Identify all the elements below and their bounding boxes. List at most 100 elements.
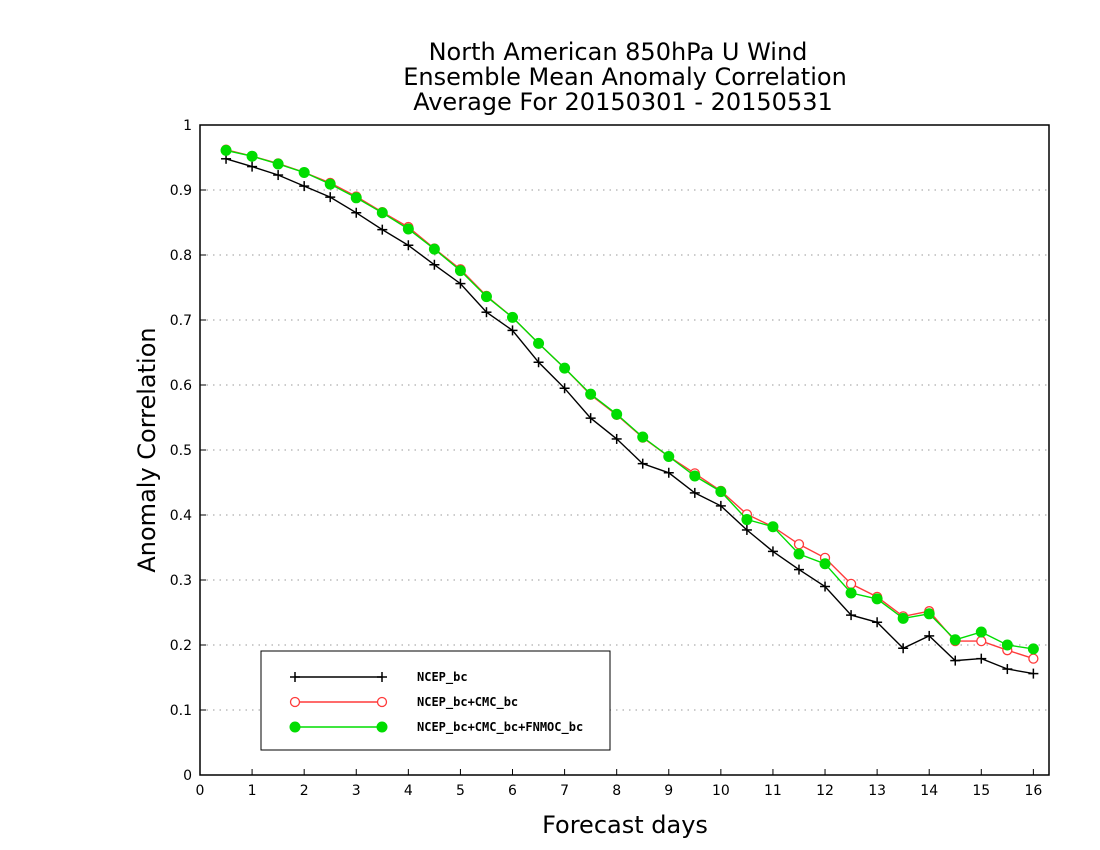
x-tick-label: 0: [196, 783, 205, 799]
x-tick-label: 8: [612, 783, 621, 799]
data-point: [428, 243, 440, 255]
data-point: [533, 357, 544, 368]
data-point: [976, 653, 987, 664]
x-tick-label: 14: [920, 783, 938, 799]
data-point: [950, 655, 961, 666]
data-point: [273, 170, 284, 181]
data-point: [429, 259, 440, 270]
data-point: [637, 458, 648, 469]
data-point: [689, 470, 701, 482]
x-tick-label: 2: [300, 783, 309, 799]
data-point: [715, 486, 727, 498]
legend-marker: [376, 721, 388, 733]
data-point: [793, 548, 805, 560]
y-axis: 0 0.1 0.2 0.3 0.4 0.5 0.6 0.7 0.8 0.9 1: [170, 118, 206, 784]
data-point: [481, 307, 492, 318]
legend-entry: NCEP_bc: [290, 670, 468, 685]
series-layer: [220, 144, 1039, 679]
series-line: [225, 158, 1034, 675]
chart-title: North American 850hPa U Wind Ensemble Me…: [403, 38, 847, 116]
x-tick-label: 16: [1024, 783, 1042, 799]
data-point: [637, 431, 649, 443]
data-point: [585, 388, 597, 400]
data-point: [1027, 643, 1039, 655]
data-point: [455, 278, 466, 289]
x-tick-label: 5: [456, 783, 465, 799]
data-point: [871, 593, 883, 605]
x-tick-label: 3: [352, 783, 361, 799]
data-point: [949, 634, 961, 646]
data-point: [220, 144, 232, 156]
data-point: [1028, 668, 1039, 679]
legend-marker: [377, 672, 387, 682]
x-tick-label: 13: [868, 783, 886, 799]
y-tick-label: 0.2: [170, 638, 192, 654]
data-point: [715, 500, 726, 511]
legend-entry: NCEP_bc+CMC_bc+FNMOC_bc: [289, 720, 583, 735]
data-point: [533, 337, 545, 349]
series-1: [221, 153, 1039, 679]
x-tick-label: 10: [712, 783, 730, 799]
data-point: [793, 539, 805, 550]
data-point: [559, 362, 571, 374]
data-point: [923, 608, 935, 620]
y-tick-label: 0.5: [170, 443, 192, 459]
y-tick-label: 1: [183, 118, 192, 134]
data-point: [299, 181, 310, 192]
data-point: [976, 635, 987, 647]
legend-label: NCEP_bc: [417, 670, 468, 685]
data-point: [507, 311, 519, 323]
x-tick-label: 11: [764, 783, 782, 799]
x-tick-label: 7: [560, 783, 569, 799]
data-point: [663, 467, 674, 478]
legend-marker: [290, 672, 300, 682]
data-point: [351, 207, 362, 218]
series-2: [220, 144, 1039, 664]
data-point: [325, 192, 336, 203]
data-point: [689, 487, 700, 498]
data-point: [846, 610, 857, 621]
y-tick-label: 0.3: [170, 573, 192, 589]
data-point: [975, 626, 987, 638]
data-point: [820, 581, 831, 592]
series-line: [225, 149, 1034, 650]
y-tick-label: 0.8: [170, 248, 192, 264]
x-tick-label: 4: [404, 783, 413, 799]
x-tick-label: 1: [248, 783, 257, 799]
y-axis-label: Anomaly Correlation: [133, 327, 161, 572]
data-point: [767, 521, 779, 533]
y-tick-label: 0: [183, 768, 192, 784]
data-point: [507, 325, 518, 336]
y-tick-label: 0.1: [170, 703, 192, 719]
legend-entry: NCEP_bc+CMC_bc: [289, 695, 518, 710]
data-point: [454, 265, 466, 277]
series-3: [220, 144, 1039, 655]
gridlines: [200, 189, 1049, 711]
x-tick-label: 6: [508, 783, 517, 799]
data-point: [377, 224, 388, 235]
x-axis-label: Forecast days: [542, 811, 708, 839]
data-point: [793, 564, 804, 575]
data-point: [1001, 639, 1013, 651]
chart-title-line-1: North American 850hPa U Wind: [429, 38, 808, 66]
data-point: [611, 433, 622, 444]
data-point: [741, 514, 753, 526]
data-point: [403, 240, 414, 251]
data-point: [376, 207, 388, 219]
data-point: [585, 413, 596, 424]
legend-marker: [289, 721, 301, 733]
data-point: [845, 587, 857, 599]
x-tick-label: 12: [816, 783, 834, 799]
x-tick-label: 15: [972, 783, 990, 799]
data-point: [611, 408, 623, 420]
legend-marker: [289, 696, 301, 708]
legend-marker: [376, 696, 388, 708]
data-point: [897, 612, 909, 624]
data-point: [247, 161, 258, 172]
data-point: [819, 558, 831, 570]
x-axis: 0 1 2 3 4 5 6 7 8 9 10 11 12 13 14 15 16: [196, 769, 1042, 799]
data-point: [924, 630, 935, 641]
data-point: [559, 383, 570, 394]
data-point: [480, 291, 492, 303]
